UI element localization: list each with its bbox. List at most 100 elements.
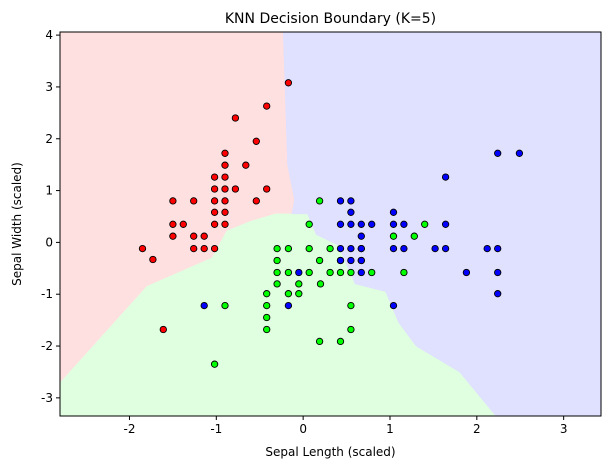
data-point [389,232,398,240]
data-point [315,197,324,205]
data-point [190,232,198,240]
data-point [252,137,260,145]
y-tick-label: 2 [45,132,53,146]
data-point [462,268,471,277]
data-point [389,220,398,228]
data-point [483,244,491,253]
data-point [263,185,271,193]
data-point [263,325,271,334]
data-point [242,161,250,169]
data-point [431,244,439,253]
data-point [221,173,229,181]
data-point [326,268,334,277]
data-point [169,197,177,205]
data-point [210,173,219,181]
plot-frame [59,31,602,417]
data-point [494,149,502,157]
data-point [400,220,408,228]
data-point [441,244,450,253]
data-point [336,337,345,346]
data-point [169,232,177,240]
data-point [273,244,281,253]
y-tick-label: 0 [45,235,53,249]
data-point [263,102,271,110]
plot-area [59,31,602,417]
data-point [389,244,398,253]
chart-title: KNN Decision Boundary (K=5) [225,11,436,27]
data-point [315,256,324,265]
x-tick-label: 0 [299,422,307,436]
data-point [190,244,198,253]
data-point [295,268,303,277]
data-point [494,268,502,277]
data-point [357,220,365,228]
data-point [400,244,408,253]
data-point [221,220,229,228]
data-point [221,149,229,157]
y-tick-label: 4 [45,28,53,42]
data-point [221,161,229,169]
data-point [210,197,219,205]
data-point [284,290,293,298]
data-point [273,256,281,265]
data-point [347,325,355,334]
data-point [357,268,365,277]
data-point [159,325,167,334]
x-tick-label: -1 [210,422,222,436]
data-point [273,268,281,277]
data-point [284,268,293,277]
data-point [295,280,303,288]
data-point [169,220,177,228]
data-point [368,268,376,277]
data-point [357,244,365,253]
y-tick-label: -3 [41,391,53,405]
data-point [210,220,219,228]
data-point [221,301,229,310]
data-point [494,244,502,253]
data-point [410,232,418,240]
ticks-layer: -2 -1 0 1 2 3 -3 -2 -1 0 1 2 3 4 [41,28,567,436]
data-point [316,280,325,288]
y-tick-label: 3 [45,80,53,94]
data-point [263,301,271,310]
data-point [263,290,271,298]
x-axis-title: Sepal Length (scaled) [265,445,395,459]
y-axis-title: Sepal Width (scaled) [10,162,24,286]
data-point [305,268,313,277]
data-point [210,208,219,216]
data-point [357,256,365,265]
data-point [326,244,334,253]
data-point [231,114,240,122]
data-point [336,268,345,277]
y-tick-label: -2 [41,339,53,353]
data-point [347,220,355,228]
data-point [138,244,147,253]
data-point [252,197,260,205]
data-point [400,268,408,277]
data-point [368,220,376,228]
data-point [389,208,398,216]
data-point [200,232,208,240]
data-point [315,337,324,346]
x-tick-label: 2 [473,422,481,436]
data-point [284,301,293,310]
data-point [200,301,208,310]
data-point [210,244,219,253]
data-point [347,208,355,216]
data-point [441,220,450,228]
data-point [347,197,355,205]
data-point [179,220,187,228]
data-point [210,360,219,368]
data-point [421,220,429,228]
data-point [200,244,208,253]
data-point [263,313,271,322]
data-point [305,220,313,228]
data-point [336,197,345,205]
data-point [347,256,355,265]
data-point [389,301,398,310]
data-point [357,232,365,240]
data-point [515,149,524,157]
data-point [284,244,293,253]
x-tick-label: 3 [560,422,568,436]
